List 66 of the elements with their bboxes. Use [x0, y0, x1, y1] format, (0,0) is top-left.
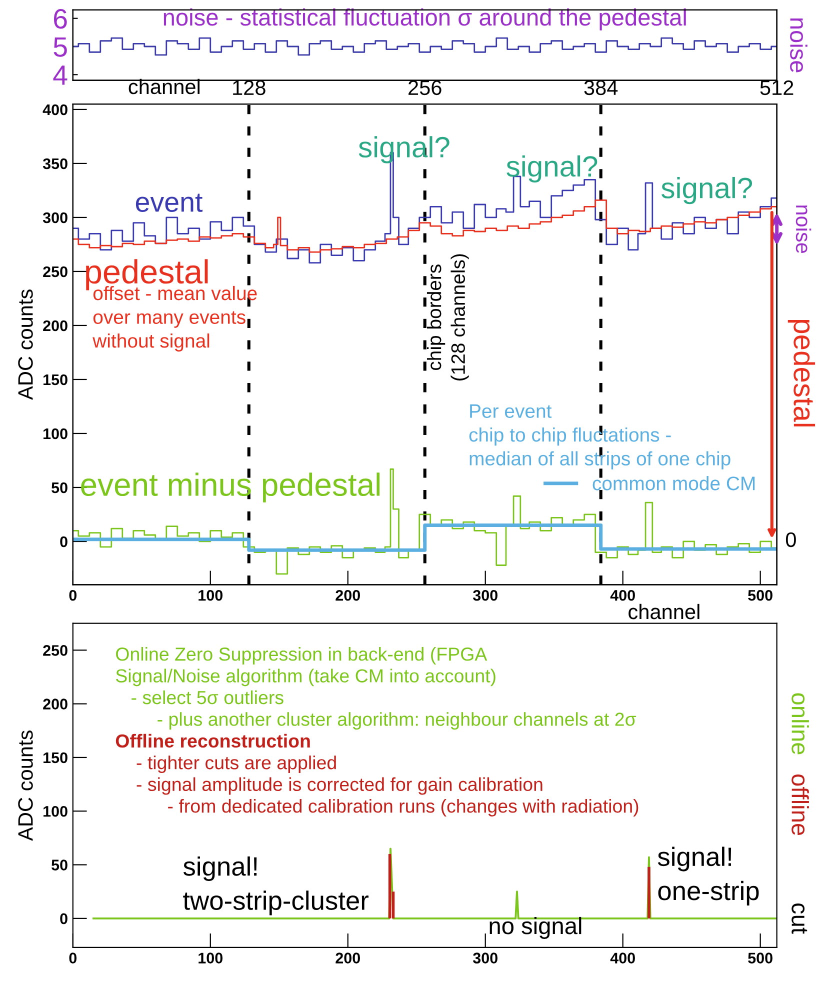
series-label: event: [136, 194, 203, 212]
x2-tick-label: 128: [233, 80, 266, 96]
x-tick-label: 300: [472, 590, 498, 601]
annotation: - from dedicated calibration runs (changes with radiation): [168, 798, 638, 816]
y-tick-label: 200: [43, 320, 68, 332]
x2-tick-label: 512: [760, 80, 794, 96]
y-tick-label: 0: [60, 913, 68, 924]
y-tick-label: 250: [43, 645, 68, 656]
annotation: signal! two-strip-cluster: [183, 856, 368, 916]
y-tick-label: 350: [42, 158, 68, 170]
x2-tick-label: 256: [408, 80, 442, 96]
y-tick-label: 150: [44, 752, 68, 764]
annotation: signal?: [506, 155, 598, 183]
x-axis-title: channel: [628, 604, 700, 620]
x-tick-label: 500: [748, 952, 772, 964]
annotation: Online Zero Suppression in back-end (FPGA: [116, 647, 488, 664]
x2-axis-title: channel: [128, 78, 200, 94]
y-tick-label: 0: [60, 536, 68, 548]
x-tick-label: 0: [69, 952, 77, 964]
annotation: - signal amplitude is corrected for gain calibration: [136, 777, 542, 795]
text: noise: [796, 206, 812, 253]
annotation: signal?: [661, 176, 752, 204]
x-tick-label: 400: [610, 590, 635, 601]
text: cut: [792, 903, 808, 934]
y-axis-title: ADC counts: [18, 730, 33, 841]
annotation: - plus another cluster algorithm: neighbour channels at 2σ: [158, 712, 636, 730]
annotation: chip borders (128 channels): [426, 254, 469, 380]
bar: [388, 854, 392, 918]
y-tick-label: 4: [53, 66, 68, 85]
x-tick-label: 200: [336, 590, 360, 601]
annotation: - tighter cuts are applied: [136, 756, 336, 774]
x-tick-label: 300: [472, 952, 498, 964]
chart-title: noise - statistical fluctuation σ around the pedestal: [164, 8, 686, 30]
series-label: event minus pedestal: [81, 472, 380, 502]
annotation: Signal/Noise algorithm (take CM into account): [116, 668, 496, 686]
x-tick-label: 500: [748, 590, 772, 601]
y-axis-title: ADC counts: [18, 290, 33, 400]
y-tick-label: 6: [54, 9, 67, 29]
x-tick-label: 100: [198, 590, 223, 601]
y-tick-label: 200: [43, 698, 68, 710]
y-tick-label: 150: [44, 374, 68, 386]
y-tick-label: 400: [42, 104, 68, 116]
y-tick-label: 50: [52, 860, 68, 870]
annotation: Offline reconstruction: [116, 734, 310, 748]
annotation: signal! one-strip: [658, 846, 759, 906]
annotation: no signal: [490, 916, 582, 939]
annotation: signal?: [358, 136, 450, 164]
bar: [648, 866, 650, 918]
x-tick-label: 200: [336, 952, 360, 964]
annotation: 0: [786, 532, 796, 548]
text: online: [792, 693, 809, 754]
y-tick-label: 5: [54, 37, 67, 57]
y-tick-label: 100: [44, 806, 68, 817]
text: offline: [792, 774, 809, 836]
text: pedestal: [788, 320, 816, 426]
y-tick-label: 250: [43, 266, 68, 278]
annotation: - select 5σ outliers: [132, 690, 284, 704]
x-tick-label: 0: [69, 590, 77, 601]
legend-label: common mode CM: [592, 476, 755, 490]
x2-tick-label: 384: [584, 80, 618, 96]
y-tick-label: 50: [52, 482, 68, 494]
y2-axis-title: noise: [790, 18, 808, 72]
y-tick-label: 300: [42, 212, 68, 224]
y-tick-label: 100: [44, 428, 68, 440]
x-tick-label: 100: [198, 952, 223, 964]
x-tick-label: 400: [610, 952, 635, 964]
